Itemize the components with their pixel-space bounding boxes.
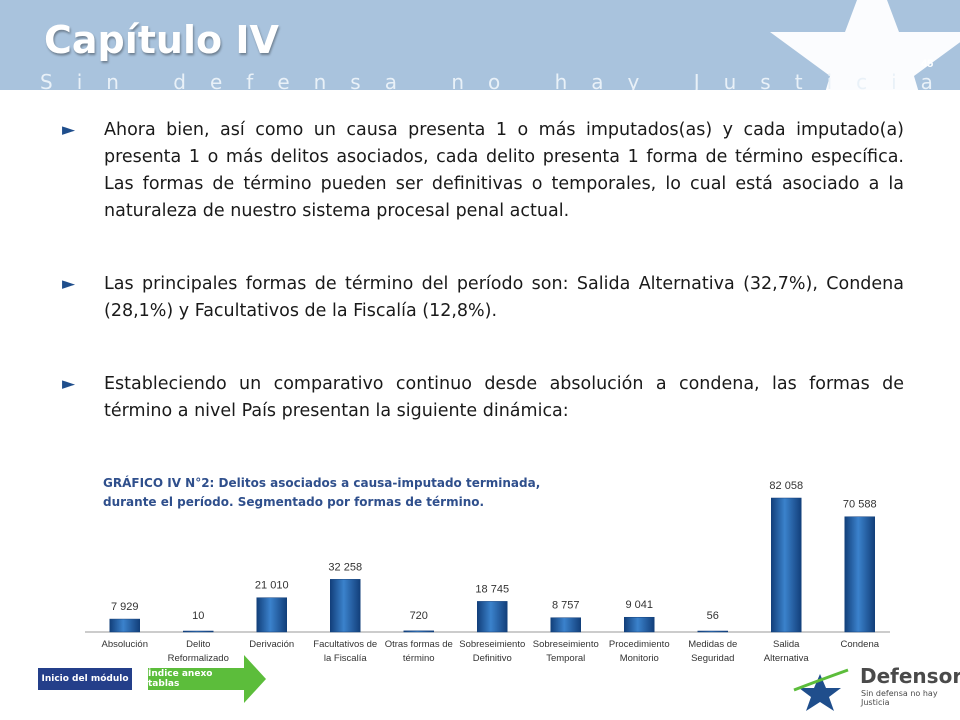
bar: [109, 618, 140, 633]
bar: [771, 497, 802, 633]
bar: [697, 630, 728, 633]
category-label: Condena: [840, 639, 879, 650]
category-label: Sobreseimiento: [533, 639, 599, 650]
category-label: Reformalizado: [168, 653, 229, 664]
data-label: 7 929: [111, 601, 139, 613]
bullet-item: ► Ahora bien, así como un causa presenta…: [62, 117, 904, 225]
defensoria-logo: [793, 668, 849, 711]
category-label: Salida: [773, 639, 800, 650]
slogan-subtitle: Sin defensa no hay Justicia: [40, 70, 957, 90]
bar: [183, 630, 214, 633]
bullet-list: ► Ahora bien, así como un causa presenta…: [62, 117, 904, 471]
chart-caption: GRÁFICO IV N°2: Delitos asociados a caus…: [103, 474, 540, 512]
bullet-arrow-icon: ►: [62, 120, 76, 140]
bar-chart: 7 929 Absolución 10 Delito Reformalizado 21 0…: [85, 480, 890, 664]
bar: [844, 516, 875, 633]
data-label: 10: [192, 610, 204, 622]
slide-header: Capítulo IV Sin defensa no hay Justicia …: [0, 0, 960, 90]
bar: [330, 579, 361, 633]
category-label: Sobreseimiento: [459, 639, 525, 650]
bar: [550, 617, 581, 633]
bullet-text: Estableciendo un comparativo continuo de…: [104, 374, 904, 421]
chart-caption-line: GRÁFICO IV N°2: Delitos asociados a caus…: [103, 476, 541, 490]
data-label: 8 757: [552, 600, 580, 612]
data-label: 32 258: [328, 561, 362, 573]
category-label: Temporal: [546, 653, 585, 664]
category-label: Delito: [186, 639, 210, 650]
bullet-arrow-icon: ►: [62, 374, 76, 394]
bullet-arrow-icon: ►: [62, 274, 76, 294]
bullet-item: ► Estableciendo un comparativo continuo …: [62, 371, 904, 425]
data-label: 720: [410, 610, 428, 622]
logo-name: Defensoría: [860, 664, 960, 688]
category-label: Facultativos de: [313, 639, 377, 650]
bar: [624, 616, 655, 633]
category-label: Otras formas de: [385, 639, 453, 650]
category-label: Medidas de: [688, 639, 737, 650]
bar: [256, 597, 287, 633]
data-label: 21 010: [255, 580, 289, 592]
category-label: Derivación: [249, 639, 294, 650]
bullet-text: Las principales formas de término del pe…: [104, 274, 904, 321]
data-label: 9 041: [625, 599, 653, 611]
category-label: Alternativa: [764, 653, 810, 664]
index-tables-button[interactable]: Índice anexo tablas: [148, 668, 244, 690]
data-label: 18 745: [475, 583, 509, 595]
category-label: la Fiscalía: [324, 653, 367, 664]
category-label: Definitivo: [473, 653, 512, 664]
bar: [403, 630, 434, 633]
chart-caption-line: durante el período. Segmentado por forma…: [103, 495, 485, 509]
data-label: 70 588: [843, 499, 877, 511]
page-number: 45: [921, 58, 934, 70]
category-label: Procedimiento: [609, 639, 670, 650]
bar: [477, 601, 508, 633]
chapter-title: Capítulo IV: [44, 18, 279, 62]
star-icon: [770, 0, 960, 90]
data-label: 82 058: [769, 480, 803, 492]
category-label: término: [403, 653, 435, 664]
category-label: Seguridad: [691, 653, 734, 664]
bullet-item: ► Las principales formas de término del …: [62, 271, 904, 325]
category-label: Monitorio: [620, 653, 659, 664]
logo-tagline: Sin defensa no hay Justicia: [861, 689, 938, 707]
home-button[interactable]: Inicio del módulo: [38, 668, 132, 690]
bullet-text: Ahora bien, así como un causa presenta 1…: [104, 120, 904, 221]
data-label: 56: [707, 610, 719, 622]
arrow-right-icon[interactable]: [244, 655, 266, 703]
category-label: Absolución: [102, 639, 148, 650]
